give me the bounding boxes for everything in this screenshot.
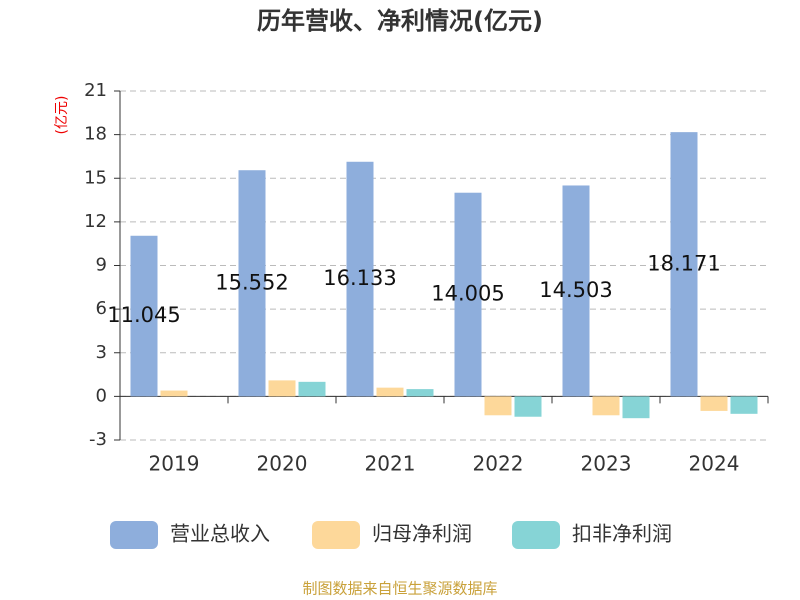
- bar: [514, 396, 542, 417]
- data-label: 15.552: [215, 270, 288, 294]
- bar: [454, 192, 482, 397]
- legend-label: 归母净利润: [372, 522, 472, 546]
- bar: [592, 396, 620, 416]
- y-tick-label: 6: [96, 298, 107, 319]
- bar: [346, 161, 374, 397]
- legend-label: 扣非净利润: [572, 522, 672, 546]
- bar: [298, 381, 326, 397]
- bar: [622, 396, 650, 419]
- data-label: 14.005: [431, 282, 504, 306]
- bar: [670, 132, 698, 397]
- data-label: 11.045: [107, 303, 180, 327]
- bar: [268, 380, 296, 397]
- legend-swatch: [512, 521, 560, 549]
- y-tick-label: 21: [84, 80, 107, 101]
- bar: [376, 387, 404, 397]
- y-axis-label: (亿元): [54, 96, 70, 135]
- source-note: 制图数据来自恒生聚源数据库: [302, 580, 497, 598]
- y-tick-label: 18: [84, 124, 107, 145]
- bar: [406, 389, 434, 397]
- data-label: 18.171: [647, 251, 720, 275]
- bar: [730, 396, 758, 414]
- y-tick-label: -3: [89, 429, 107, 450]
- chart-title: 历年营收、净利情况(亿元): [257, 7, 543, 35]
- bar: [700, 396, 728, 411]
- legend-label: 营业总收入: [170, 522, 270, 546]
- bar: [160, 390, 188, 397]
- bar: [484, 396, 512, 416]
- x-tick-label: 2019: [149, 452, 200, 476]
- bar: [562, 185, 590, 397]
- y-tick-label: 3: [96, 342, 107, 363]
- x-tick-label: 2022: [473, 452, 524, 476]
- x-tick-label: 2024: [689, 452, 740, 476]
- data-label: 14.503: [539, 278, 612, 302]
- legend-swatch: [312, 521, 360, 549]
- y-tick-label: 9: [96, 255, 107, 276]
- legend-swatch: [110, 521, 158, 549]
- bar: [130, 235, 158, 397]
- y-tick-label: 12: [84, 211, 107, 232]
- y-tick-label: 15: [84, 167, 107, 188]
- x-tick-label: 2023: [581, 452, 632, 476]
- bar: [238, 170, 266, 397]
- y-tick-label: 0: [96, 385, 107, 406]
- x-tick-label: 2021: [365, 452, 416, 476]
- x-tick-label: 2020: [257, 452, 308, 476]
- data-label: 16.133: [323, 266, 396, 290]
